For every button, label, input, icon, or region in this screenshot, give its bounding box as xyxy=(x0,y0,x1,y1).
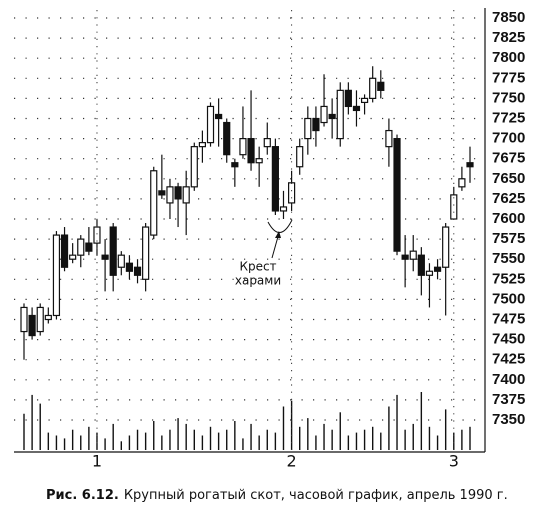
candle-body xyxy=(352,105,361,112)
candle-body xyxy=(231,162,239,168)
candle-body xyxy=(425,270,434,276)
candle-body xyxy=(198,142,206,148)
candle-body xyxy=(288,182,296,204)
candle-body xyxy=(344,89,352,108)
candle-body xyxy=(190,146,198,188)
y-tick-label: 7850 xyxy=(492,9,525,26)
annotation-arc xyxy=(267,219,293,233)
y-tick-label: 7600 xyxy=(492,210,525,227)
candle-body xyxy=(336,89,344,140)
y-tick-label: 7400 xyxy=(492,371,525,388)
candle-body xyxy=(433,266,442,272)
candle-body xyxy=(466,162,474,168)
candle-body xyxy=(133,266,142,276)
caption-label: Рис. 6.12. xyxy=(46,488,119,503)
y-tick-label: 7675 xyxy=(492,150,525,167)
y-tick-label: 7800 xyxy=(492,49,525,66)
y-tick-label: 7650 xyxy=(492,170,525,187)
candle-body xyxy=(385,129,393,148)
caption: Рис. 6.12. Крупный рогатый скот, часовой … xyxy=(46,488,508,503)
candle-body xyxy=(85,242,93,252)
candle-body xyxy=(101,254,109,260)
candle-body xyxy=(223,121,231,156)
candle-body xyxy=(182,186,190,204)
candle-body xyxy=(166,186,174,204)
candle-body xyxy=(150,170,158,236)
candle-body xyxy=(312,117,320,132)
candle-body xyxy=(279,206,288,212)
x-tick-label: 1 xyxy=(92,452,102,471)
y-tick-label: 7700 xyxy=(492,130,525,147)
candle-body xyxy=(360,97,369,104)
candle-body xyxy=(69,254,77,260)
y-tick-label: 7425 xyxy=(492,351,525,368)
annotation: харами xyxy=(235,274,281,288)
candle-body xyxy=(369,77,377,100)
candle-body xyxy=(20,306,28,333)
candle-body xyxy=(36,306,44,333)
caption-text: Крупный рогатый скот, часовой график, ап… xyxy=(124,488,508,503)
candle-body xyxy=(442,226,450,268)
candle-body xyxy=(52,234,61,317)
candle-body xyxy=(28,314,36,337)
y-tick-label: 7550 xyxy=(492,250,525,267)
candle-body xyxy=(215,113,223,120)
candle-body xyxy=(174,186,182,200)
candle-body xyxy=(142,226,150,280)
candle-body xyxy=(77,238,85,256)
candle-body xyxy=(417,254,425,276)
candle-body xyxy=(328,113,336,120)
candle-body xyxy=(304,117,312,140)
x-tick-label: 2 xyxy=(287,452,297,471)
candle-body xyxy=(255,158,263,164)
y-tick-label: 7525 xyxy=(492,270,525,287)
y-tick-label: 7350 xyxy=(492,411,525,428)
candle-body xyxy=(158,190,166,196)
y-tick-label: 7750 xyxy=(492,89,525,106)
candle-body xyxy=(320,105,328,124)
annotation: Крест xyxy=(239,260,276,274)
y-tick-label: 7775 xyxy=(492,69,525,86)
candle-body xyxy=(239,138,247,156)
y-tick-label: 7475 xyxy=(492,310,525,327)
y-tick-label: 7450 xyxy=(492,331,525,348)
candle-body xyxy=(393,138,401,252)
candle-body xyxy=(401,254,409,260)
candle-body xyxy=(409,250,417,260)
candle-body xyxy=(125,262,134,272)
candle-body xyxy=(117,254,125,268)
y-tick-label: 7725 xyxy=(492,109,525,126)
candle-body xyxy=(458,178,466,188)
candle-body xyxy=(377,81,385,91)
candle-body xyxy=(60,234,69,268)
candle-body xyxy=(247,138,255,164)
candle-body xyxy=(296,146,304,168)
candle-body xyxy=(44,314,52,321)
candle-body xyxy=(206,105,215,144)
y-tick-label: 7825 xyxy=(492,29,525,46)
y-tick-label: 7575 xyxy=(492,230,525,247)
candle-body xyxy=(271,146,279,212)
candle-body xyxy=(109,226,117,276)
candle-body xyxy=(263,138,271,148)
y-tick-label: 7500 xyxy=(492,290,525,307)
y-tick-label: 7625 xyxy=(492,190,525,207)
y-tick-label: 7375 xyxy=(492,391,525,408)
candle-body xyxy=(450,194,458,220)
annotation-arrowhead xyxy=(275,231,281,238)
x-tick-label: 3 xyxy=(449,452,459,471)
